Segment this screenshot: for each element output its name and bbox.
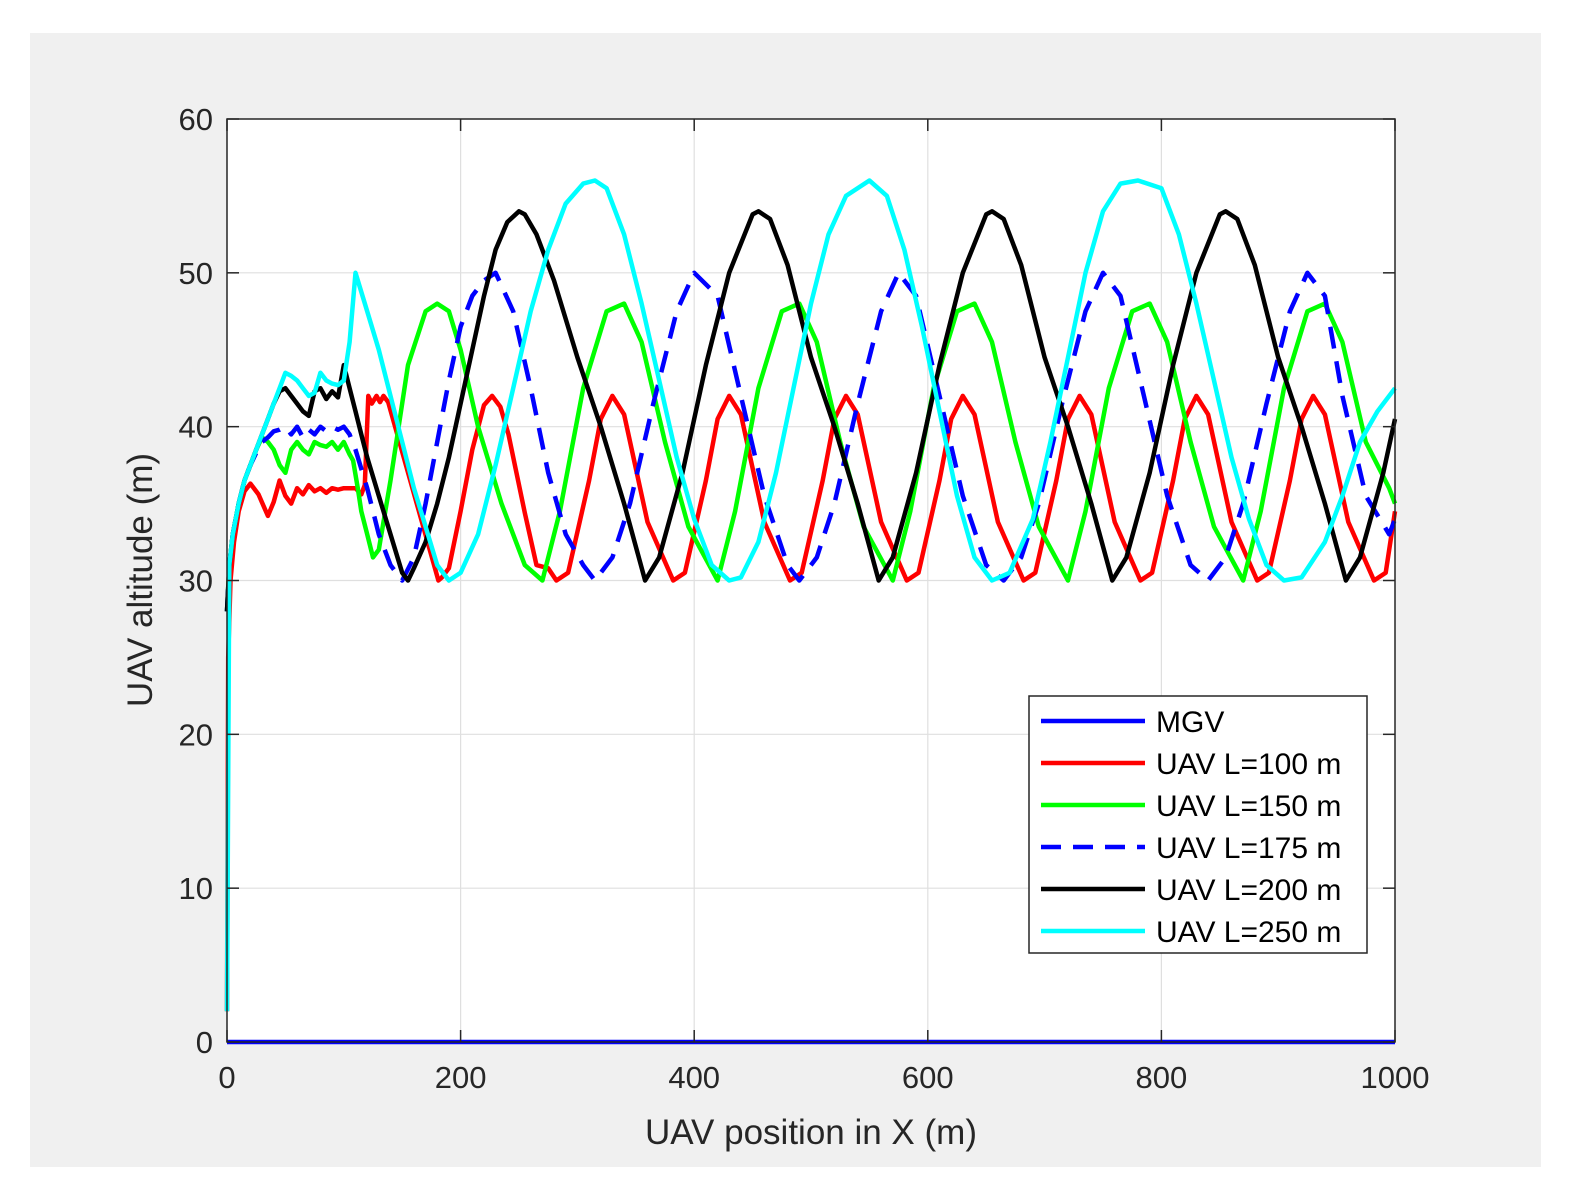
y-tick-label: 60 [179,102,213,137]
x-tick-label: 600 [902,1060,954,1095]
legend-label: UAV L=200 m [1156,874,1341,907]
series-line-uav-l-100-m [224,393,1398,1012]
y-axis-label: UAV altitude (m) [121,453,160,707]
legend: MGV UAV L=100 m UAV L=150 m UAV L=175 m UAV … [1028,695,1368,954]
x-tick-label: 200 [435,1060,487,1095]
y-tick-label: 10 [179,871,213,906]
series-line-uav-l-250-m [224,178,1397,1012]
ticks: 0 200 400 600 800 1000 0 10 20 30 40 50 60 [179,102,1430,1095]
x-tick-label: 1000 [1361,1060,1430,1095]
y-tick-label: 40 [179,410,213,445]
legend-label: UAV L=175 m [1156,832,1341,865]
x-tick-label: 400 [668,1060,720,1095]
legend-label: UAV L=150 m [1156,790,1341,823]
series-line-uav-l-200-m [224,209,1398,612]
legend-label: UAV L=250 m [1156,916,1341,949]
legend-label: MGV [1156,706,1224,739]
y-tick-label: 20 [179,717,213,752]
y-tick-label: 0 [196,1025,213,1060]
x-tick-label: 800 [1136,1060,1188,1095]
y-tick-label: 30 [179,564,213,599]
x-axis-label: UAV position in X (m) [645,1113,977,1152]
x-tick-label: 0 [218,1060,235,1095]
y-tick-label: 50 [179,256,213,291]
series-line-uav-l-175-m [224,270,1398,612]
legend-box [1028,695,1368,954]
legend-label: UAV L=100 m [1156,748,1341,781]
